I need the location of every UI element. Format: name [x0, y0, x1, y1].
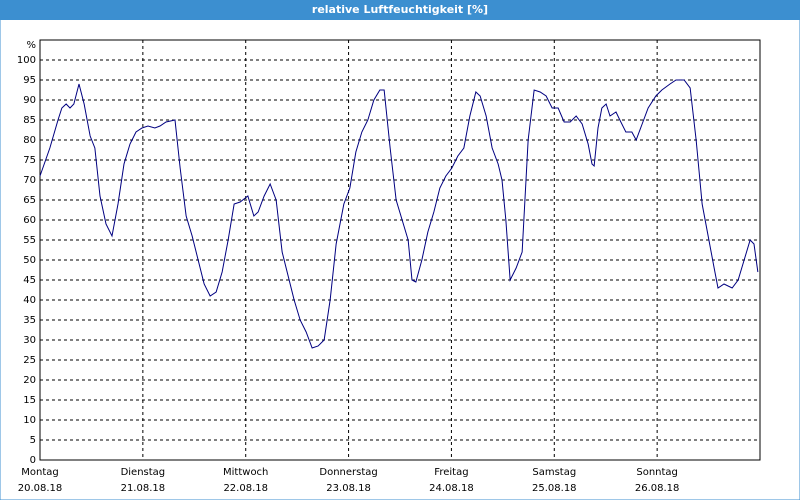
x-tick-label: Freitag — [434, 467, 468, 478]
y-axis-label: % — [26, 40, 36, 51]
chart-title: relative Luftfeuchtigkeit [%] — [312, 3, 488, 16]
x-tick-label: 26.08.18 — [635, 483, 680, 494]
y-tick-label: 35 — [23, 315, 36, 326]
y-tick-label: 75 — [23, 155, 36, 166]
y-tick-label: 0 — [30, 455, 36, 466]
y-tick-label: 50 — [23, 255, 36, 266]
y-tick-label: 30 — [23, 335, 36, 346]
x-tick-label: Samstag — [532, 467, 576, 478]
data-line — [39, 79, 759, 349]
x-tick-label: Dienstag — [121, 467, 166, 478]
x-tick-label: 22.08.18 — [223, 483, 268, 494]
x-tick-label: 21.08.18 — [121, 483, 166, 494]
y-tick-label: 65 — [23, 195, 36, 206]
plot-frame — [39, 39, 761, 461]
x-tick-label: 24.08.18 — [429, 483, 474, 494]
y-tick-label: 90 — [23, 95, 36, 106]
x-tick-label: 20.08.18 — [18, 483, 63, 494]
y-tick-label: 25 — [23, 355, 36, 366]
y-tick-label: 95 — [23, 75, 36, 86]
x-tick-label: Mittwoch — [223, 467, 268, 478]
x-tick-label: 23.08.18 — [326, 483, 371, 494]
y-tick-label: 70 — [23, 175, 36, 186]
y-tick-label: 20 — [23, 375, 36, 386]
y-tick-label: 15 — [23, 395, 36, 406]
y-tick-label: 45 — [23, 275, 36, 286]
y-tick-label: 60 — [23, 215, 36, 226]
y-tick-label: 40 — [23, 295, 36, 306]
x-tick-label: Donnerstag — [319, 467, 377, 478]
y-tick-label: 80 — [23, 135, 36, 146]
title-bar — [0, 0, 800, 20]
x-tick-label: Sonntag — [636, 467, 678, 478]
y-tick-label: 10 — [23, 415, 36, 426]
y-tick-label: 85 — [23, 115, 36, 126]
x-tick-label: 25.08.18 — [532, 483, 577, 494]
y-tick-label: 55 — [23, 235, 36, 246]
y-tick-label: 5 — [30, 435, 36, 446]
y-tick-label: 100 — [17, 55, 36, 66]
x-tick-label: Montag — [21, 467, 58, 478]
